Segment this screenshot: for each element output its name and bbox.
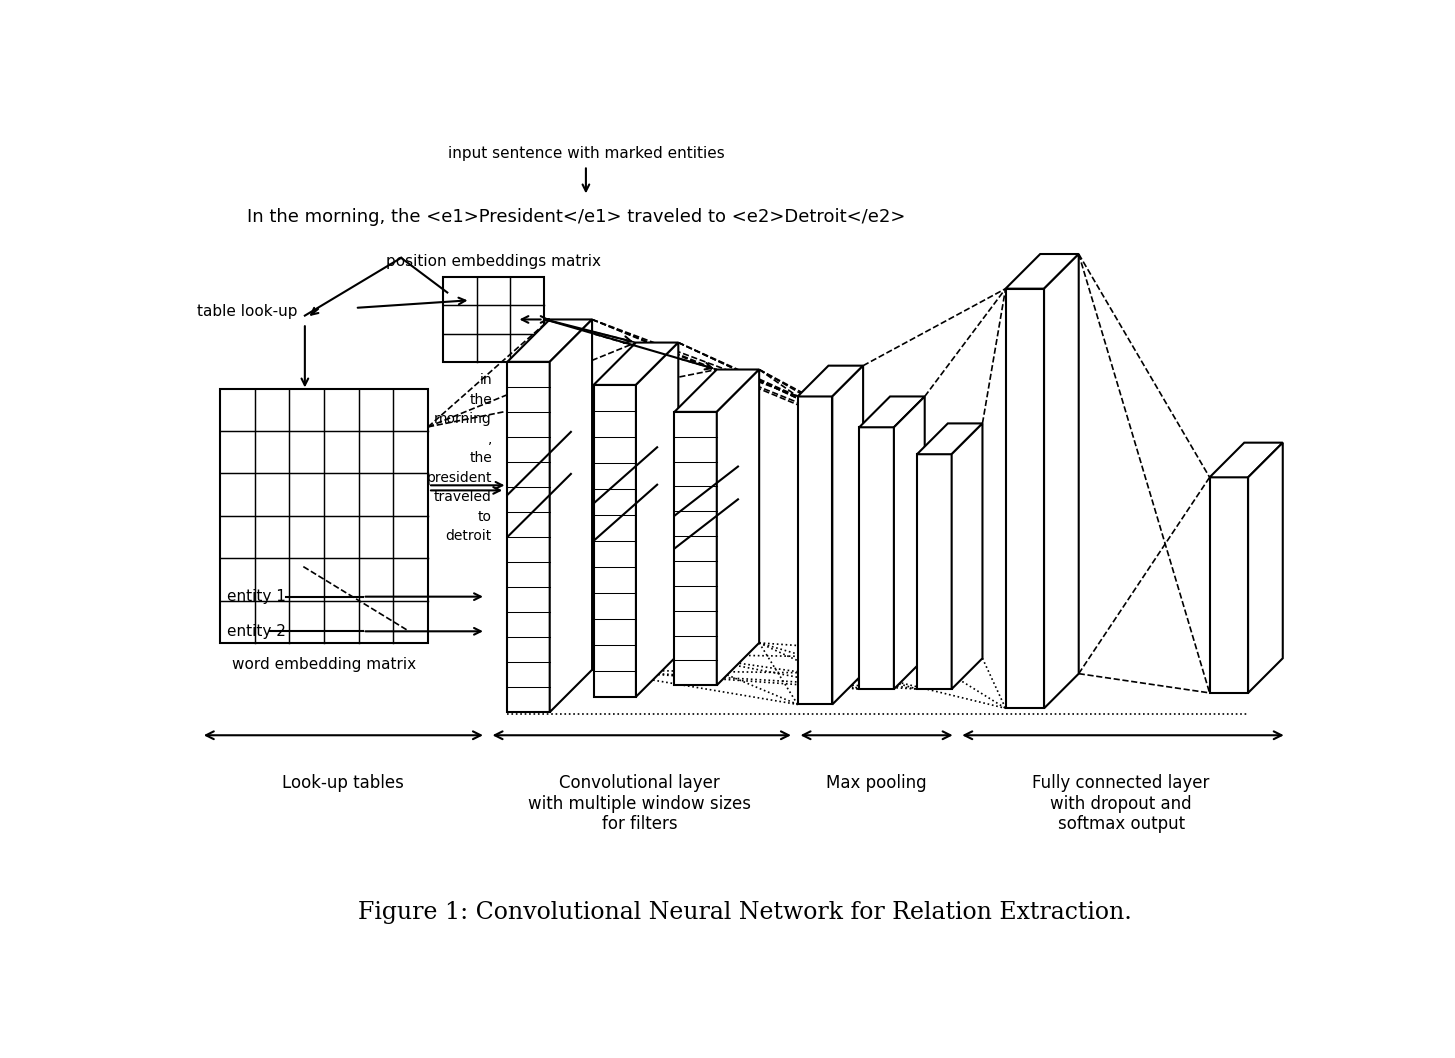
Polygon shape — [1005, 289, 1045, 708]
Text: word embedding matrix: word embedding matrix — [231, 657, 416, 672]
Text: Convolutional layer
with multiple window sizes
for filters: Convolutional layer with multiple window… — [528, 773, 751, 834]
Polygon shape — [797, 397, 832, 705]
Polygon shape — [550, 320, 592, 712]
Text: input sentence with marked entities: input sentence with marked entities — [448, 146, 725, 161]
Polygon shape — [917, 454, 952, 689]
Text: entity 1: entity 1 — [227, 589, 285, 604]
Polygon shape — [636, 343, 678, 697]
Polygon shape — [917, 423, 982, 454]
Polygon shape — [860, 397, 925, 427]
Text: In the morning, the <e1>President</e1> traveled to <e2>Detroit</e2>: In the morning, the <e1>President</e1> t… — [247, 207, 905, 225]
Polygon shape — [893, 397, 925, 689]
Text: Figure 1: Convolutional Neural Network for Relation Extraction.: Figure 1: Convolutional Neural Network f… — [358, 900, 1132, 924]
Polygon shape — [1005, 254, 1078, 289]
Bar — [444, 277, 544, 362]
Bar — [220, 388, 428, 643]
Polygon shape — [675, 412, 717, 686]
Polygon shape — [675, 369, 760, 412]
Polygon shape — [1209, 477, 1248, 693]
Polygon shape — [717, 369, 760, 686]
Polygon shape — [594, 385, 636, 697]
Polygon shape — [594, 343, 678, 385]
Text: Look-up tables: Look-up tables — [282, 773, 404, 791]
Polygon shape — [1045, 254, 1078, 708]
Polygon shape — [797, 366, 863, 397]
Polygon shape — [508, 320, 592, 362]
Polygon shape — [832, 366, 863, 705]
Text: Max pooling: Max pooling — [826, 773, 927, 791]
Polygon shape — [1209, 442, 1283, 477]
Polygon shape — [508, 362, 550, 712]
Polygon shape — [1248, 442, 1283, 693]
Polygon shape — [952, 423, 982, 689]
Text: in
the
morning
,
the
president
traveled
to
detroit: in the morning , the president traveled … — [426, 373, 492, 543]
Polygon shape — [860, 427, 893, 689]
Text: Fully connected layer
with dropout and
softmax output: Fully connected layer with dropout and s… — [1033, 773, 1209, 834]
Text: position embeddings matrix: position embeddings matrix — [386, 254, 601, 270]
Text: table look-up: table look-up — [196, 305, 298, 320]
Text: entity 2: entity 2 — [227, 624, 285, 639]
